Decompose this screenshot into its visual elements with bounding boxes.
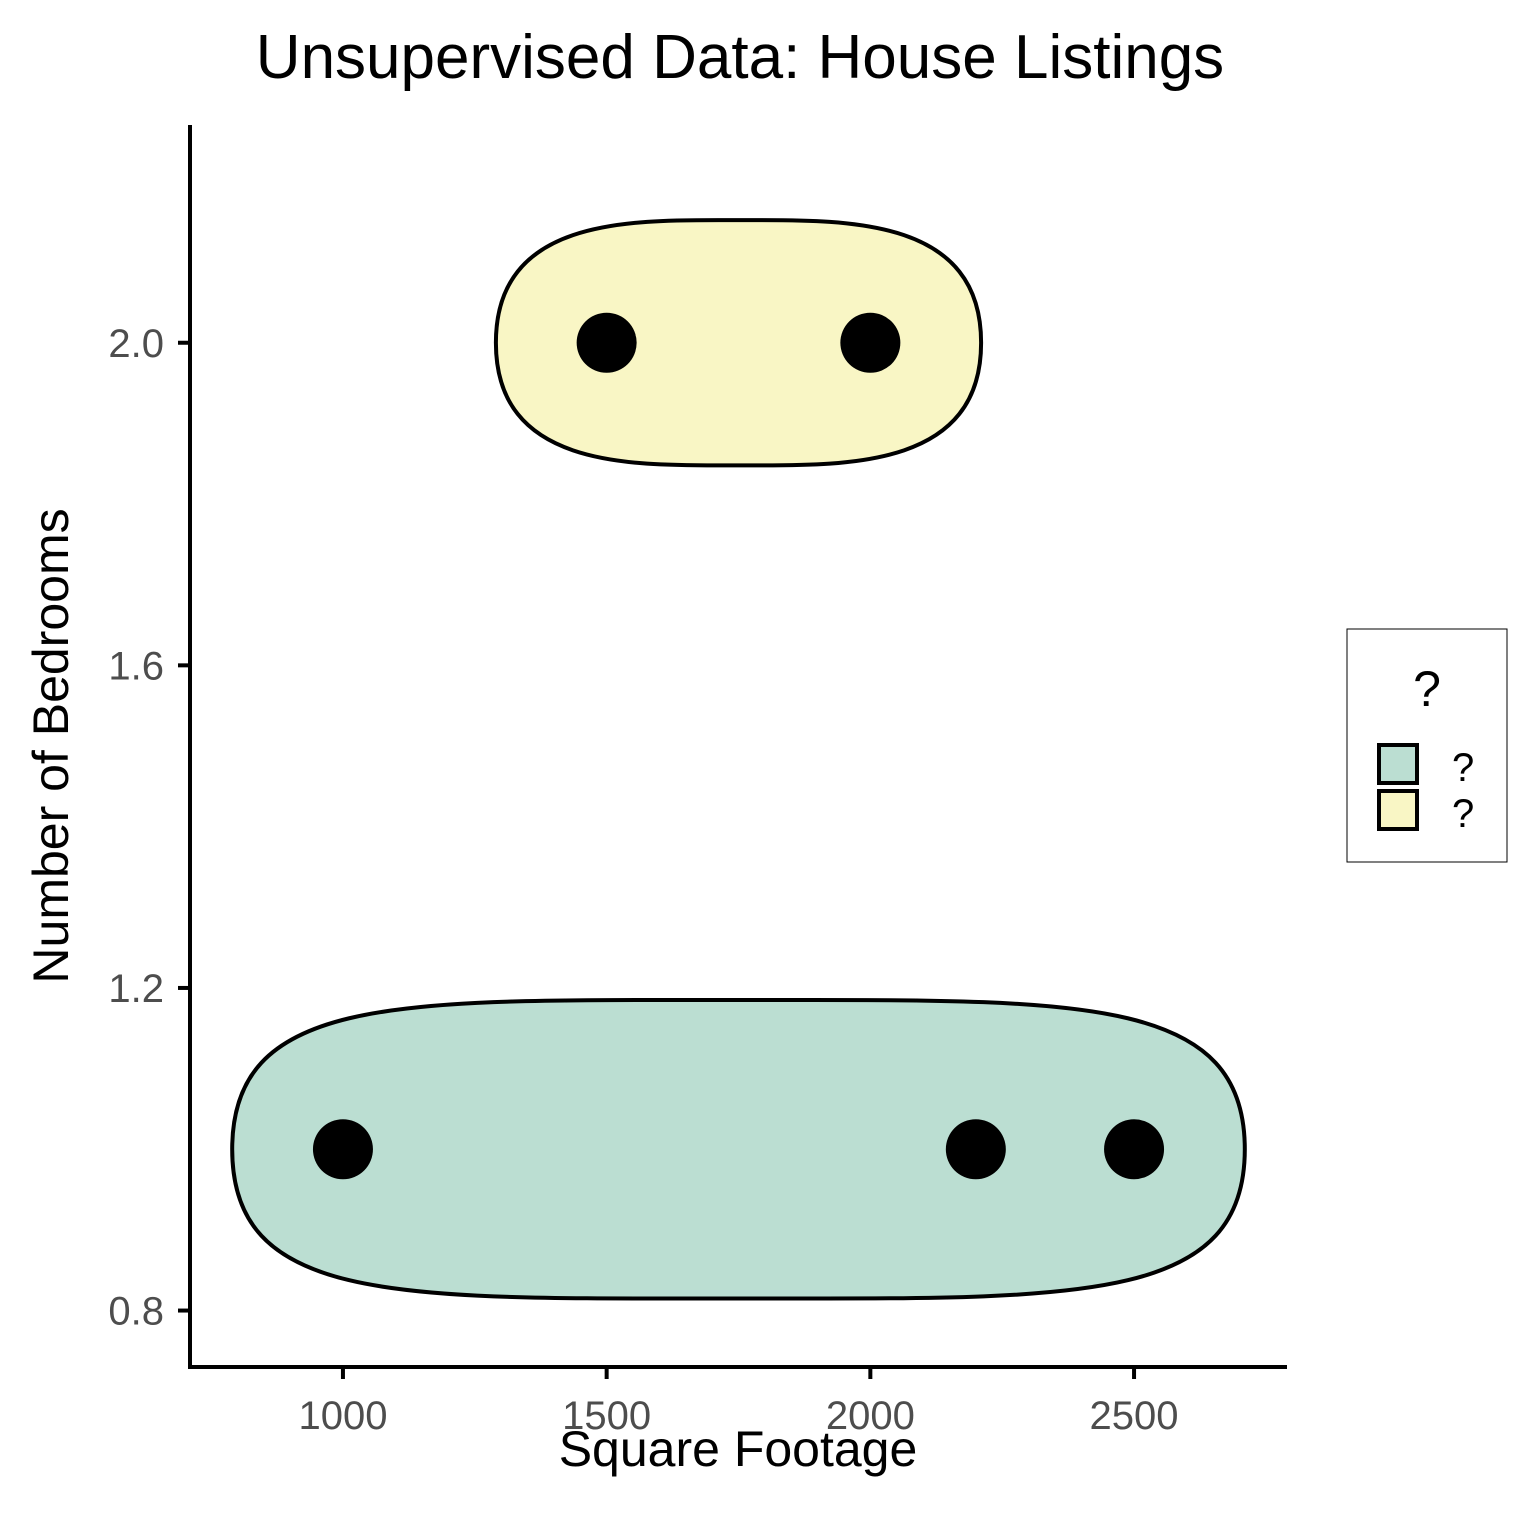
legend-box xyxy=(1346,628,1508,863)
y-ticks: 0.8 1.2 1.6 2.0 xyxy=(108,322,190,1334)
y-tick-label-0: 0.8 xyxy=(108,1290,164,1334)
legend-key-1 xyxy=(1377,789,1419,831)
x-ticks: 1000 1500 2000 2500 xyxy=(298,1367,1179,1438)
x-tick-label-1: 1500 xyxy=(562,1394,651,1438)
data-point-4 xyxy=(840,312,901,373)
legend-label-0: ? xyxy=(1452,746,1474,790)
y-tick-label-1: 1.2 xyxy=(108,967,164,1011)
x-tick-label-0: 1000 xyxy=(298,1394,387,1438)
legend-title: ? xyxy=(1413,661,1441,717)
x-tick-label-2: 2000 xyxy=(826,1394,915,1438)
legend: ? ? ? xyxy=(1346,628,1508,863)
cluster-hull-0 xyxy=(230,997,1247,1301)
y-axis-title: Number of Bedrooms xyxy=(23,508,79,983)
axes xyxy=(188,125,1287,1369)
data-point-3 xyxy=(576,312,637,373)
legend-label-1: ? xyxy=(1452,792,1474,836)
legend-key-0 xyxy=(1377,743,1419,785)
cluster-hull-1 xyxy=(493,218,984,468)
cluster-hulls xyxy=(230,218,1247,1301)
y-tick-label-2: 1.6 xyxy=(108,644,164,688)
data-point-1 xyxy=(945,1119,1006,1180)
x-tick-label-3: 2500 xyxy=(1090,1394,1179,1438)
data-points xyxy=(312,312,1165,1180)
y-tick-label-3: 2.0 xyxy=(108,322,164,366)
chart-title: Unsupervised Data: House Listings xyxy=(256,23,1224,92)
data-point-2 xyxy=(1104,1119,1165,1180)
x-axis-title: Square Footage xyxy=(559,1421,918,1477)
data-point-0 xyxy=(312,1119,373,1180)
